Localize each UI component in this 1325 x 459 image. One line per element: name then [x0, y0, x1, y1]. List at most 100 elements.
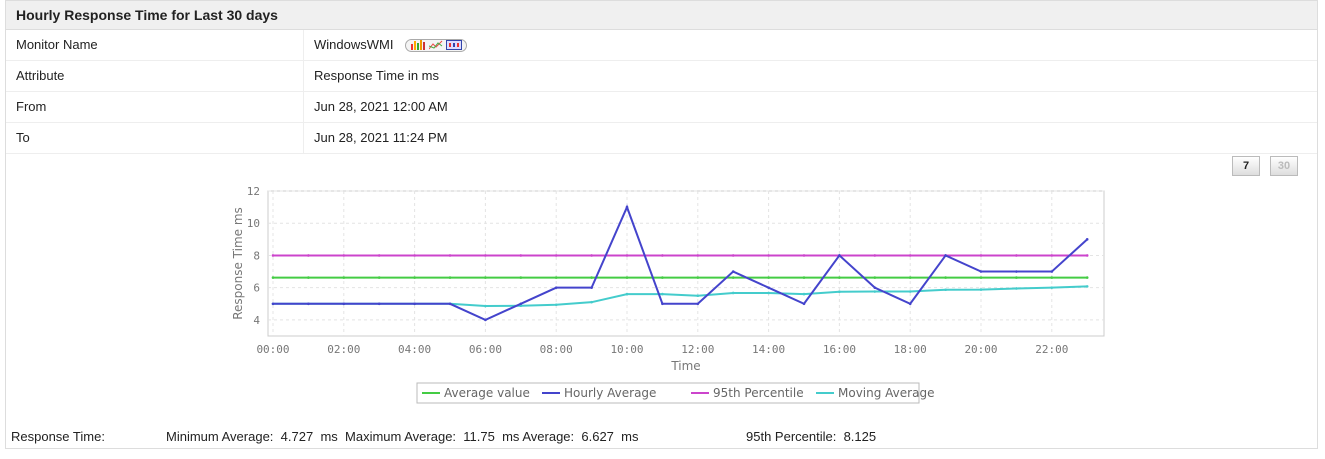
x-tick-label: 14:00	[752, 343, 785, 356]
legend-entry: Average value	[444, 386, 530, 400]
data-point	[661, 276, 664, 279]
data-point	[448, 302, 452, 306]
detail-label: To	[6, 123, 304, 153]
data-point	[377, 254, 381, 257]
data-point	[484, 304, 487, 308]
data-point	[590, 300, 593, 304]
data-point	[696, 294, 700, 298]
data-point	[696, 254, 700, 257]
data-point	[731, 254, 735, 257]
data-point	[1050, 254, 1054, 257]
data-point	[661, 292, 664, 296]
plot-area	[267, 190, 1105, 337]
data-point	[873, 286, 877, 289]
summary-values: Minimum Average: 4.727 ms Maximum Averag…	[166, 429, 639, 444]
y-axis-label: Response Time ms	[231, 207, 245, 320]
data-point	[767, 254, 770, 257]
detail-value: Response Time in ms	[314, 68, 439, 83]
x-tick-label: 16:00	[823, 343, 856, 356]
data-point	[908, 254, 912, 257]
data-point	[590, 286, 593, 289]
data-point	[342, 254, 346, 257]
x-tick-label: 18:00	[894, 343, 927, 356]
x-tick-label: 06:00	[469, 343, 502, 356]
data-point	[767, 286, 770, 289]
data-point	[1050, 276, 1054, 279]
data-point	[271, 276, 275, 279]
data-point	[1085, 254, 1089, 257]
data-point	[484, 318, 487, 322]
legend-entry: Hourly Average	[564, 386, 656, 400]
data-point	[413, 302, 416, 306]
data-point	[873, 290, 877, 293]
x-axis-label: Time	[670, 359, 700, 373]
data-point	[554, 276, 558, 279]
x-tick-label: 10:00	[610, 343, 643, 356]
detail-label: Monitor Name	[6, 30, 304, 60]
data-point	[838, 290, 841, 293]
data-point	[377, 276, 381, 279]
data-point	[554, 286, 558, 289]
data-point	[802, 276, 806, 279]
data-point	[1085, 276, 1089, 279]
data-point	[625, 292, 629, 296]
data-point	[448, 276, 452, 279]
data-point	[307, 276, 310, 279]
data-point	[625, 205, 629, 209]
line-chart-icon[interactable]	[429, 40, 443, 50]
data-point	[944, 276, 947, 279]
data-point	[696, 302, 700, 306]
data-point	[1050, 270, 1054, 273]
period-30-days-button[interactable]: 30	[1270, 156, 1298, 176]
data-point	[377, 302, 381, 306]
x-tick-label: 02:00	[327, 343, 360, 356]
data-point	[554, 303, 558, 307]
data-point	[731, 270, 735, 273]
data-point	[979, 270, 983, 273]
data-point	[1015, 287, 1018, 290]
data-point	[342, 302, 346, 306]
summary-label: Response Time:	[11, 429, 105, 444]
series-line-1	[273, 204, 1088, 321]
detail-row: Attribute Response Time in ms	[6, 61, 1317, 92]
data-point	[519, 302, 523, 306]
data-point	[448, 254, 452, 257]
detail-row: Monitor Name WindowsWMI	[6, 30, 1317, 61]
detail-row: From Jun 28, 2021 12:00 AM	[6, 92, 1317, 123]
detail-value: WindowsWMI	[314, 37, 394, 52]
detail-row: To Jun 28, 2021 11:24 PM	[6, 123, 1317, 154]
data-point	[554, 254, 558, 257]
period-7-days-button[interactable]: 7	[1232, 156, 1260, 176]
data-point	[484, 254, 487, 257]
data-point	[838, 254, 841, 257]
data-point	[519, 276, 523, 279]
data-point	[873, 254, 877, 257]
data-point	[307, 254, 310, 257]
data-point	[1085, 238, 1089, 241]
data-point	[413, 254, 416, 257]
y-tick-label: 4	[253, 314, 260, 327]
bar-chart-icon[interactable]	[410, 40, 426, 50]
data-point	[1015, 276, 1018, 279]
y-tick-label: 12	[247, 185, 260, 198]
report-icons[interactable]	[405, 38, 468, 52]
data-point	[1050, 286, 1054, 289]
data-point	[342, 276, 346, 279]
data-point	[661, 302, 664, 306]
x-tick-label: 08:00	[540, 343, 573, 356]
data-point	[979, 288, 983, 291]
data-point	[625, 254, 629, 257]
data-point	[661, 254, 664, 257]
data-point	[519, 254, 523, 257]
data-point	[979, 276, 983, 279]
data-point	[767, 291, 770, 295]
data-point	[484, 276, 487, 279]
report-title: Hourly Response Time for Last 30 days	[6, 1, 1317, 30]
detail-label: From	[6, 92, 304, 122]
data-point	[731, 291, 735, 295]
data-point	[1015, 270, 1018, 273]
data-point	[731, 276, 735, 279]
legend-entry: 95th Percentile	[713, 386, 804, 400]
detail-label: Attribute	[6, 61, 304, 91]
table-icon[interactable]	[446, 40, 463, 50]
